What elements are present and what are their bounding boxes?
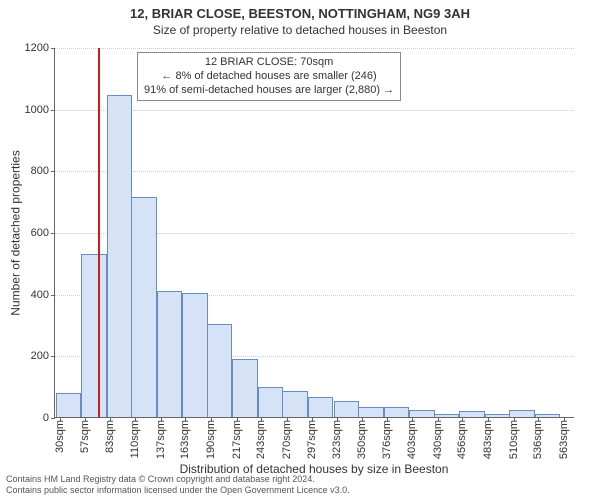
ytick-label: 1200 (25, 42, 49, 54)
ytick-mark (51, 48, 55, 49)
xtick-label: 483sqm (482, 420, 494, 459)
xtick-label: 297sqm (306, 420, 318, 459)
ytick-mark (51, 295, 55, 296)
plot-area: 02004006008001000120030sqm57sqm83sqm110s… (54, 48, 574, 418)
histogram-bar (207, 324, 232, 418)
xtick-label: 536sqm (532, 420, 544, 459)
xtick-label: 243sqm (255, 420, 267, 459)
ytick-mark (51, 233, 55, 234)
histogram-bar (157, 291, 182, 417)
annotation-line: ← 8% of detached houses are smaller (246… (144, 70, 394, 84)
histogram-bar (308, 397, 333, 417)
xtick-label: 563sqm (558, 420, 570, 459)
y-axis-title: Number of detached properties (8, 48, 24, 418)
attribution-line-1: Contains HM Land Registry data © Crown c… (6, 474, 350, 485)
xtick-label: 430sqm (432, 420, 444, 459)
gridline (55, 171, 574, 172)
xtick-label: 190sqm (205, 420, 217, 459)
xtick-label: 456sqm (456, 420, 468, 459)
ytick-label: 1000 (25, 104, 49, 116)
ytick-label: 0 (43, 412, 49, 424)
histogram-bar (107, 95, 132, 417)
ytick-label: 800 (31, 165, 49, 177)
xtick-label: 83sqm (104, 420, 116, 453)
histogram-bar (81, 254, 106, 417)
histogram-bar (131, 197, 156, 417)
ytick-mark (51, 110, 55, 111)
histogram-bar (358, 407, 383, 417)
gridline (55, 48, 574, 49)
xtick-label: 217sqm (231, 420, 243, 459)
gridline (55, 110, 574, 111)
histogram-bar (232, 359, 257, 417)
xtick-label: 163sqm (179, 420, 191, 459)
ytick-label: 200 (31, 350, 49, 362)
xtick-label: 30sqm (54, 420, 66, 453)
histogram-bar (258, 387, 283, 417)
xtick-label: 376sqm (381, 420, 393, 459)
annotation-box: 12 BRIAR CLOSE: 70sqm← 8% of detached ho… (137, 52, 401, 101)
marker-line (98, 48, 100, 417)
annotation-line: 12 BRIAR CLOSE: 70sqm (144, 56, 394, 70)
xtick-label: 323sqm (331, 420, 343, 459)
xtick-label: 137sqm (155, 420, 167, 459)
annotation-line: 91% of semi-detached houses are larger (… (144, 84, 394, 98)
xtick-label: 110sqm (129, 420, 141, 458)
ytick-label: 600 (31, 227, 49, 239)
xtick-label: 350sqm (356, 420, 368, 459)
histogram-bar (282, 391, 307, 417)
ytick-mark (51, 171, 55, 172)
xtick-label: 270sqm (281, 420, 293, 459)
histogram-bar (56, 393, 81, 417)
chart-subtitle: Size of property relative to detached ho… (0, 21, 600, 37)
histogram-bar (384, 407, 409, 417)
ytick-mark (51, 356, 55, 357)
xtick-label: 57sqm (79, 420, 91, 453)
chart-title: 12, BRIAR CLOSE, BEESTON, NOTTINGHAM, NG… (0, 0, 600, 21)
histogram-bar (182, 293, 207, 417)
attribution-line-2: Contains public sector information licen… (6, 485, 350, 496)
ytick-mark (51, 418, 55, 419)
histogram-bar (334, 401, 359, 417)
attribution: Contains HM Land Registry data © Crown c… (6, 474, 350, 496)
xtick-label: 403sqm (406, 420, 418, 459)
ytick-label: 400 (31, 289, 49, 301)
xtick-label: 510sqm (508, 420, 520, 459)
